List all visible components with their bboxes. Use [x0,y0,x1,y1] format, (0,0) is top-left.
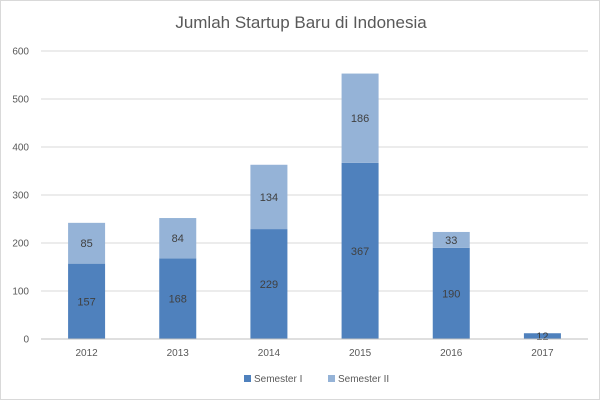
legend-label: Semester II [338,374,389,385]
bar-semester-1-2015 [341,162,379,339]
legend: Semester I Semester II [244,374,389,385]
x-tick-label: 2014 [258,348,281,359]
legend-swatch [244,375,251,382]
data-label: 84 [172,233,184,245]
data-label: 367 [351,246,369,258]
y-tick-label: 100 [12,287,29,298]
data-labels: 157 85 168 84 229 134 367 186 190 33 12 [77,113,548,343]
data-label: 12 [536,331,548,343]
bar-semester-2-2016 [432,231,470,248]
data-label: 134 [260,192,278,204]
bar-semester-1-2013 [159,258,197,339]
gridlines [41,50,588,292]
data-label: 33 [445,235,457,247]
bar-semester-1-2017 [523,333,561,339]
y-tick-label: 200 [12,239,29,250]
x-axis-ticks: 2012 2013 2014 2015 2016 2017 [75,348,554,359]
x-tick-label: 2015 [349,348,372,359]
data-label: 229 [260,279,278,291]
x-tick-label: 2013 [167,348,190,359]
x-tick-label: 2012 [75,348,98,359]
bar-semester-2-2012 [68,222,106,264]
y-tick-label: 400 [12,143,29,154]
y-tick-label: 500 [12,95,29,106]
y-tick-label: 600 [12,47,29,58]
y-axis-ticks: 0 100 200 300 400 500 600 [12,47,29,346]
y-tick-label: 300 [12,191,29,202]
bars [68,73,561,339]
data-label: 186 [351,113,369,125]
bar-semester-1-2016 [432,247,470,339]
chart-title: Jumlah Startup Baru di Indonesia [175,13,427,32]
bar-semester-2-2013 [159,218,197,259]
data-label: 85 [80,238,92,250]
data-label: 168 [169,294,187,306]
legend-label: Semester I [254,374,302,385]
y-tick-label: 0 [23,335,29,346]
x-tick-label: 2016 [440,348,463,359]
bar-semester-1-2012 [68,263,106,339]
bar-semester-2-2014 [250,164,288,230]
data-label: 157 [77,296,95,308]
legend-swatch [328,375,335,382]
bar-semester-1-2014 [250,229,288,339]
data-label: 190 [442,288,460,300]
bar-semester-2-2015 [341,73,379,163]
x-tick-label: 2017 [531,348,554,359]
